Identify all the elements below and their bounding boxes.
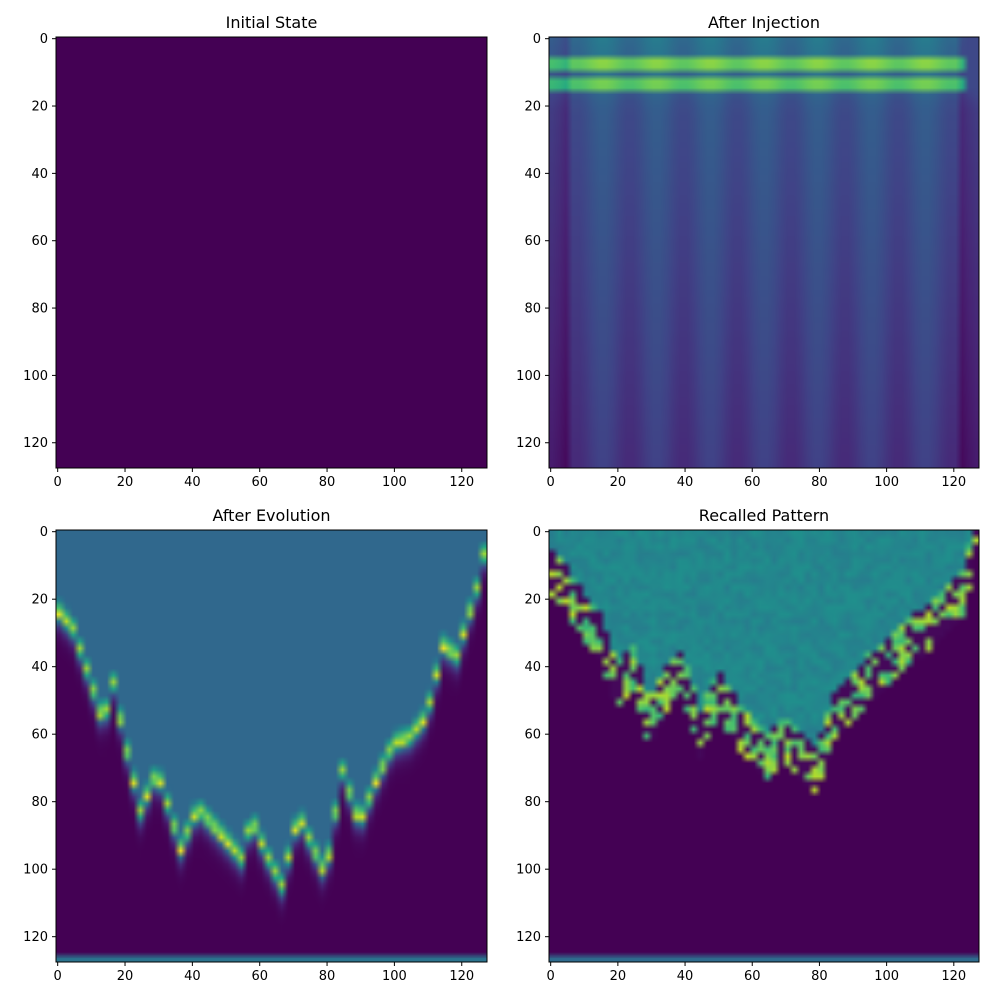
x-tick-label: 60 <box>744 475 761 490</box>
y-tick-label: 120 <box>516 930 541 945</box>
y-tick-label: 80 <box>524 302 541 317</box>
x-tick-label: 0 <box>54 969 62 984</box>
y-tick-label: 20 <box>31 100 48 115</box>
y-tick-label: 20 <box>31 593 48 608</box>
subplot-3: After Evolution 0 20 40 60 80 100 120 0 20 40 60 80 1… <box>23 506 488 984</box>
plot-frame <box>548 36 980 469</box>
x-tick-label: 120 <box>449 969 474 984</box>
y-tick-label: 40 <box>524 660 541 675</box>
subplot-title: Recalled Pattern <box>699 506 829 525</box>
x-tick-label: 80 <box>811 475 828 490</box>
y-tick-label: 80 <box>31 302 48 317</box>
heatmap-image <box>549 37 979 468</box>
y-tick-label: 100 <box>23 369 48 384</box>
x-tick-label: 80 <box>811 969 828 984</box>
plot-frame <box>548 529 980 963</box>
plot-frame <box>55 36 488 469</box>
heatmap-image <box>56 530 487 962</box>
x-tick-label: 20 <box>610 475 627 490</box>
x-tick-label: 60 <box>744 969 761 984</box>
y-tick-label: 80 <box>524 795 541 810</box>
x-tick-label: 40 <box>677 475 694 490</box>
y-tick-label: 20 <box>524 593 541 608</box>
y-tick-label: 40 <box>524 167 541 182</box>
y-tick-label: 40 <box>31 660 48 675</box>
y-tick-label: 0 <box>533 32 541 47</box>
x-tick-label: 100 <box>874 969 899 984</box>
y-tick-label: 20 <box>524 100 541 115</box>
x-tick-label: 20 <box>117 475 134 490</box>
y-tick-label: 100 <box>516 863 541 878</box>
y-tick-label: 0 <box>533 525 541 540</box>
x-tick-label: 40 <box>184 969 201 984</box>
y-tick-label: 100 <box>516 369 541 384</box>
x-tick-label: 120 <box>449 475 474 490</box>
x-tick-label: 0 <box>547 475 555 490</box>
y-tick-label: 60 <box>524 234 541 249</box>
x-tick-label: 120 <box>941 475 966 490</box>
x-tick-label: 100 <box>382 969 407 984</box>
y-tick-label: 80 <box>31 795 48 810</box>
x-tick-label: 40 <box>184 475 201 490</box>
subplot-1: Initial State 0 20 40 60 80 100 120 0 20 40 60 80 100… <box>23 13 488 490</box>
y-tick-label: 40 <box>31 167 48 182</box>
y-tick-label: 60 <box>31 728 48 743</box>
y-tick-label: 120 <box>516 436 541 451</box>
y-tick-label: 100 <box>23 863 48 878</box>
x-tick-label: 0 <box>547 969 555 984</box>
y-tick-label: 0 <box>40 525 48 540</box>
x-tick-label: 120 <box>941 969 966 984</box>
y-tick-label: 60 <box>31 234 48 249</box>
x-tick-label: 80 <box>319 969 336 984</box>
y-tick-label: 0 <box>40 32 48 47</box>
x-tick-label: 20 <box>610 969 627 984</box>
subplot-title: After Evolution <box>212 506 330 525</box>
subplot-title: After Injection <box>708 13 820 32</box>
y-tick-label: 60 <box>524 728 541 743</box>
subplot-4: Recalled Pattern 0 20 40 60 80 100 120 0 20 40 60 80… <box>516 506 980 984</box>
y-tick-label: 120 <box>23 436 48 451</box>
subplot-title: Initial State <box>226 13 318 32</box>
x-tick-label: 80 <box>319 475 336 490</box>
x-tick-label: 100 <box>382 475 407 490</box>
x-tick-label: 100 <box>874 475 899 490</box>
x-tick-label: 60 <box>251 475 268 490</box>
heatmap-image <box>549 530 979 962</box>
subplot-2: After Injection 0 20 40 60 80 100 120 0 20 40 60 80 1… <box>516 13 980 490</box>
plot-frame <box>55 529 488 963</box>
x-tick-label: 0 <box>54 475 62 490</box>
x-tick-label: 20 <box>117 969 134 984</box>
x-tick-label: 60 <box>251 969 268 984</box>
y-tick-label: 120 <box>23 930 48 945</box>
x-tick-label: 40 <box>677 969 694 984</box>
heatmap-image <box>56 37 487 468</box>
